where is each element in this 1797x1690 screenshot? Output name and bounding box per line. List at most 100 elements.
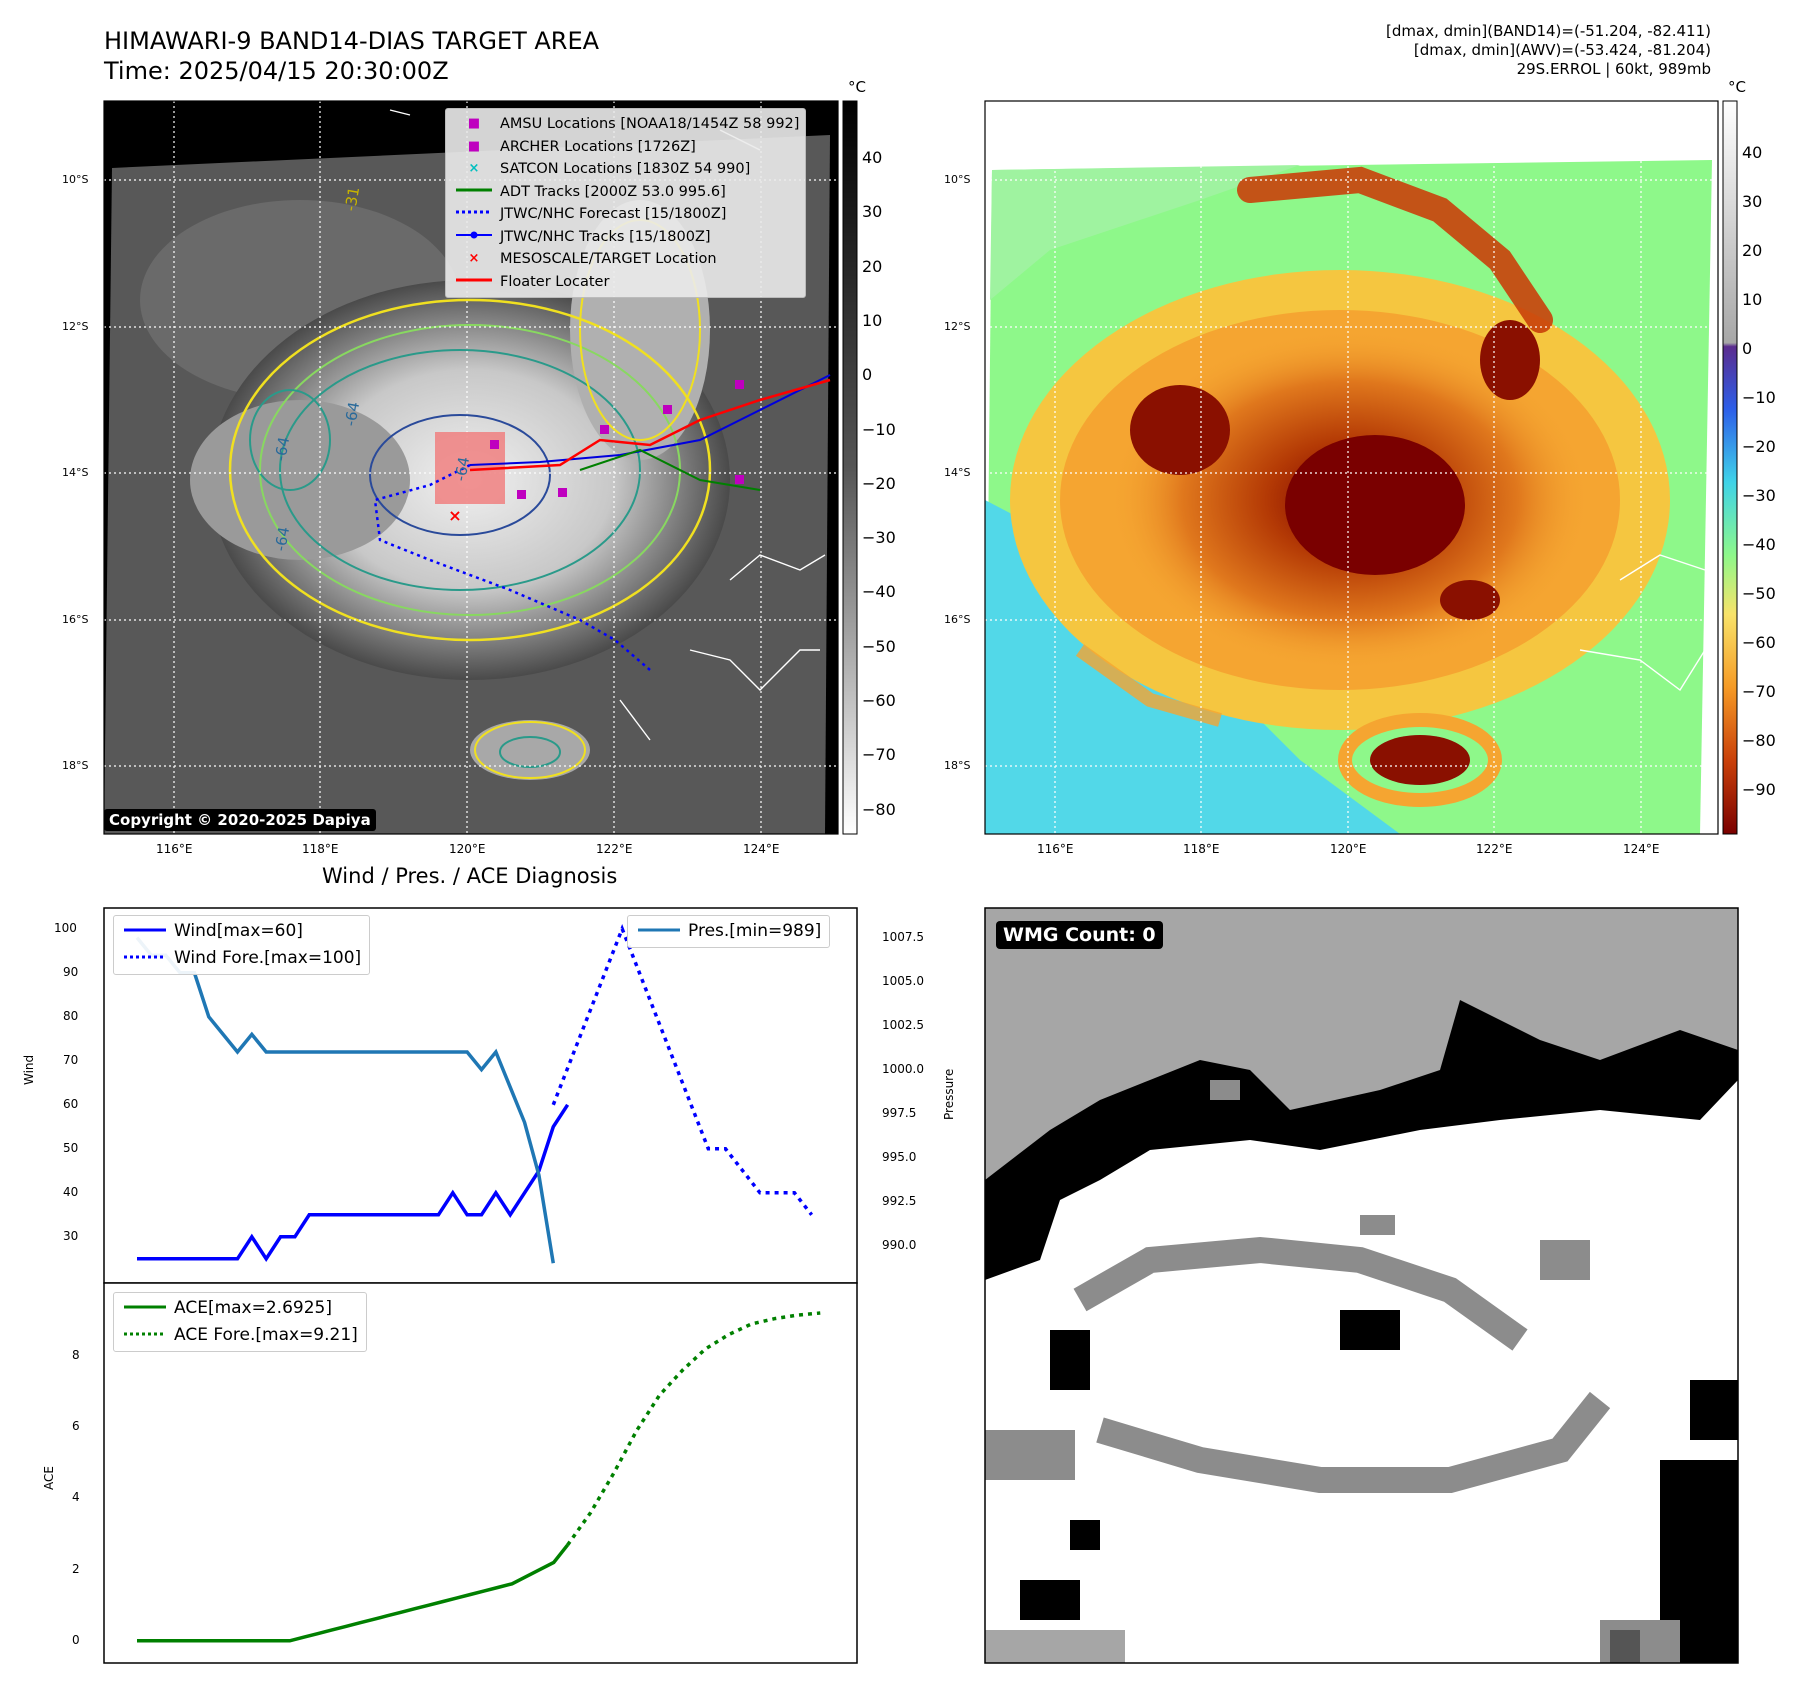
awv-lat-label: 12°S xyxy=(944,320,971,333)
awv-colorbar-tick: −20 xyxy=(1742,437,1776,456)
legend-entry: Wind[max=60] xyxy=(122,918,361,945)
legend-symbol xyxy=(122,918,168,945)
pressure-y-label: Pressure xyxy=(942,1068,956,1120)
awv-lon-label: 124°E xyxy=(1623,842,1660,856)
ace-series-line xyxy=(137,1543,569,1643)
legend-symbol xyxy=(454,181,494,204)
pressure-tick-label: 1007.5 xyxy=(882,929,924,944)
ace-series-layer xyxy=(137,1311,821,1643)
legend-label: ACE Fore.[max=9.21] xyxy=(174,1325,358,1345)
ir-colorbar-tick: −60 xyxy=(862,691,896,710)
awv-colorbar-tick: 20 xyxy=(1742,241,1763,260)
awv-colorbar-tick: 0 xyxy=(1742,339,1753,358)
floater-locater xyxy=(469,378,831,472)
ace-tick-label: 8 xyxy=(72,1348,80,1363)
legend-entry: ACE Fore.[max=9.21] xyxy=(122,1322,358,1349)
legend-label: JTWC/NHC Tracks [15/1800Z] xyxy=(500,228,711,245)
legend-symbol xyxy=(454,226,494,249)
legend-symbol xyxy=(122,1295,168,1322)
legend-label: ARCHER Locations [1726Z] xyxy=(500,138,696,155)
awv-lon-label: 118°E xyxy=(1183,842,1220,856)
awv-colorbar xyxy=(1722,100,1738,835)
pressure-tick-label: 1000.0 xyxy=(882,1061,924,1076)
ir-colorbar-tick: −50 xyxy=(862,636,896,656)
ir-lat-label: 12°S xyxy=(62,320,89,333)
awv-colorbar-tick: 40 xyxy=(1742,143,1763,162)
ir-colorbar-tick: −80 xyxy=(862,799,896,819)
ir-colorbar-tick: 20 xyxy=(862,256,883,276)
ace-y-label: ACE xyxy=(42,1466,56,1490)
copyright-label: Copyright © 2020-2025 Dapiya xyxy=(104,809,376,831)
title-line-1: HIMAWARI-9 BAND14-DIAS TARGET AREA xyxy=(104,27,600,55)
wind-y-label: Wind xyxy=(22,1054,36,1085)
awv-colorbar-tick: −70 xyxy=(1742,682,1776,701)
ir-lon-label: 116°E xyxy=(156,842,193,856)
legend-label: ACE[max=2.6925] xyxy=(174,1298,332,1318)
awv-lat-label: 10°S xyxy=(944,173,971,186)
target-location-marker: × xyxy=(448,506,461,525)
wind-tick-label: 80 xyxy=(63,1008,79,1023)
wind-forecast-line xyxy=(551,923,814,1216)
ir-lon-label: 122°E xyxy=(596,842,633,856)
ir-colorbar-tick: −40 xyxy=(862,582,896,602)
legend-entry: ACE[max=2.6925] xyxy=(122,1295,358,1322)
legend-symbol: ■ xyxy=(467,138,481,154)
info-line-2: [dmax, dmin](AWV)=(-53.424, -81.204) xyxy=(1413,41,1711,59)
legend-label: MESOSCALE/TARGET Location xyxy=(500,251,717,267)
wind-series-line xyxy=(137,1103,570,1263)
ir-colorbar-tick: 40 xyxy=(862,148,883,167)
ace-tick-label: 0 xyxy=(72,1632,80,1647)
awv-colorbar-unit: °C xyxy=(1728,78,1746,96)
ir-colorbar-tick: −20 xyxy=(862,473,896,493)
legend-symbol xyxy=(454,203,494,226)
ir-lon-label: 120°E xyxy=(449,842,486,856)
pressure-tick-label: 1002.5 xyxy=(882,1017,924,1032)
awv-lon-label: 122°E xyxy=(1476,842,1513,856)
wmg-count-badge: WMG Count: 0 xyxy=(996,921,1163,949)
legend-entry: Floater Locater xyxy=(454,271,799,294)
ir-legend: ■ AMSU Locations [NOAA18/1454Z 58 992] ■ AR… xyxy=(445,108,807,298)
legend-symbol xyxy=(122,945,168,972)
pressure-tick-label: 997.5 xyxy=(882,1105,917,1120)
ir-colorbar-tick: 10 xyxy=(862,310,883,330)
wind-tick-label: 60 xyxy=(63,1096,79,1111)
wind-tick-label: 40 xyxy=(63,1184,79,1199)
legend-entry: Wind Fore.[max=100] xyxy=(122,945,361,972)
ir-colorbar xyxy=(842,100,858,835)
ir-colorbar-tick: −10 xyxy=(862,419,896,439)
awv-lon-label: 120°E xyxy=(1330,842,1367,856)
ir-lat-label: 14°S xyxy=(62,466,89,479)
jtwc-forecast-track xyxy=(373,463,651,671)
wind-legend: Wind[max=60] Wind Fore.[max=100] xyxy=(113,915,371,975)
legend-entry: ■ AMSU Locations [NOAA18/1454Z 58 992] xyxy=(454,113,800,136)
jtwc-nhc-track xyxy=(469,374,831,466)
awv-colorbar-tick: −60 xyxy=(1742,633,1776,652)
ace-tick-label: 2 xyxy=(72,1561,80,1576)
pressure-series-line xyxy=(135,936,555,1264)
legend-symbol: ■ xyxy=(467,116,481,131)
legend-label: Wind[max=60] xyxy=(174,921,303,941)
ir-lon-label: 124°E xyxy=(743,842,780,856)
legend-entry: ■ ARCHER Locations [1726Z] xyxy=(454,136,799,159)
wmg-panel xyxy=(985,908,1738,1663)
wind-tick-label: 30 xyxy=(63,1228,79,1243)
awv-lat-label: 16°S xyxy=(944,613,971,626)
title-line-2: Time: 2025/04/15 20:30:00Z xyxy=(104,57,449,85)
wind-tick-label: 50 xyxy=(63,1140,79,1155)
pressure-legend: Pres.[min=989] xyxy=(627,915,831,948)
awv-lat-label: 18°S xyxy=(944,759,971,772)
ace-forecast-line xyxy=(566,1311,821,1546)
awv-colorbar-tick: 30 xyxy=(1742,192,1763,211)
legend-symbol: × xyxy=(468,251,480,266)
ir-lon-label: 118°E xyxy=(302,842,339,856)
legend-entry: ADT Tracks [2000Z 53.0 995.6] xyxy=(454,181,799,204)
awv-colorbar-tick: −40 xyxy=(1742,535,1776,554)
diagnosis-title: Wind / Pres. / ACE Diagnosis xyxy=(322,864,618,888)
wind-tick-label: 90 xyxy=(63,964,79,979)
pressure-tick-label: 1005.0 xyxy=(882,973,924,988)
legend-entry: JTWC/NHC Tracks [15/1800Z] xyxy=(454,226,799,249)
awv-lon-label: 116°E xyxy=(1037,842,1074,856)
awv-image-panel xyxy=(985,101,1718,834)
awv-colorbar-tick: −30 xyxy=(1742,486,1776,505)
